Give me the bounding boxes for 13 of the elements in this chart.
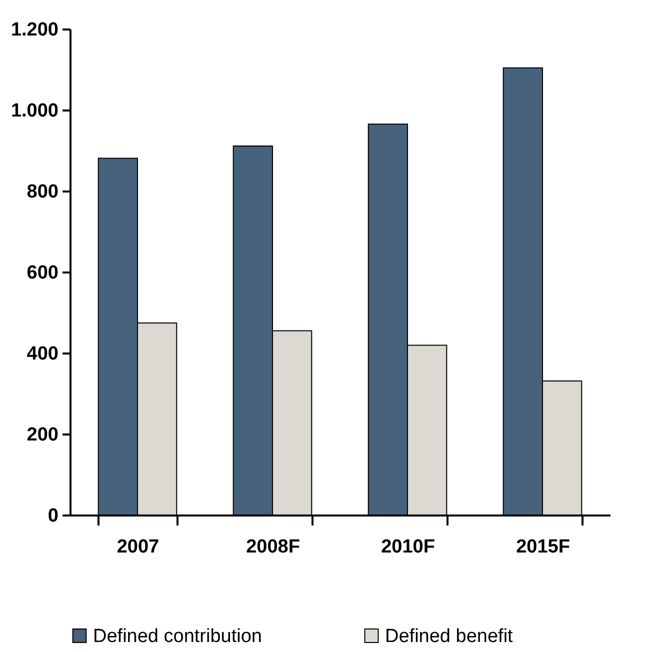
y-tick-label: 1.200 xyxy=(10,20,58,40)
y-tick-label: 800 xyxy=(26,182,58,202)
y-tick-label: 1.000 xyxy=(10,100,58,122)
x-tick-label: 2008F xyxy=(246,536,300,558)
legend-label: Defined benefit xyxy=(385,626,514,647)
x-tick-label: 2015F xyxy=(516,536,570,558)
y-tick-label: 400 xyxy=(26,344,58,364)
legend-label: Defined contribution xyxy=(93,626,262,647)
x-tick-label: 2010F xyxy=(381,536,435,558)
y-tick-label: 0 xyxy=(48,506,58,526)
x-tick-label: 2007 xyxy=(116,536,160,558)
y-tick-label: 600 xyxy=(26,262,58,284)
y-tick-label: 200 xyxy=(26,424,58,446)
